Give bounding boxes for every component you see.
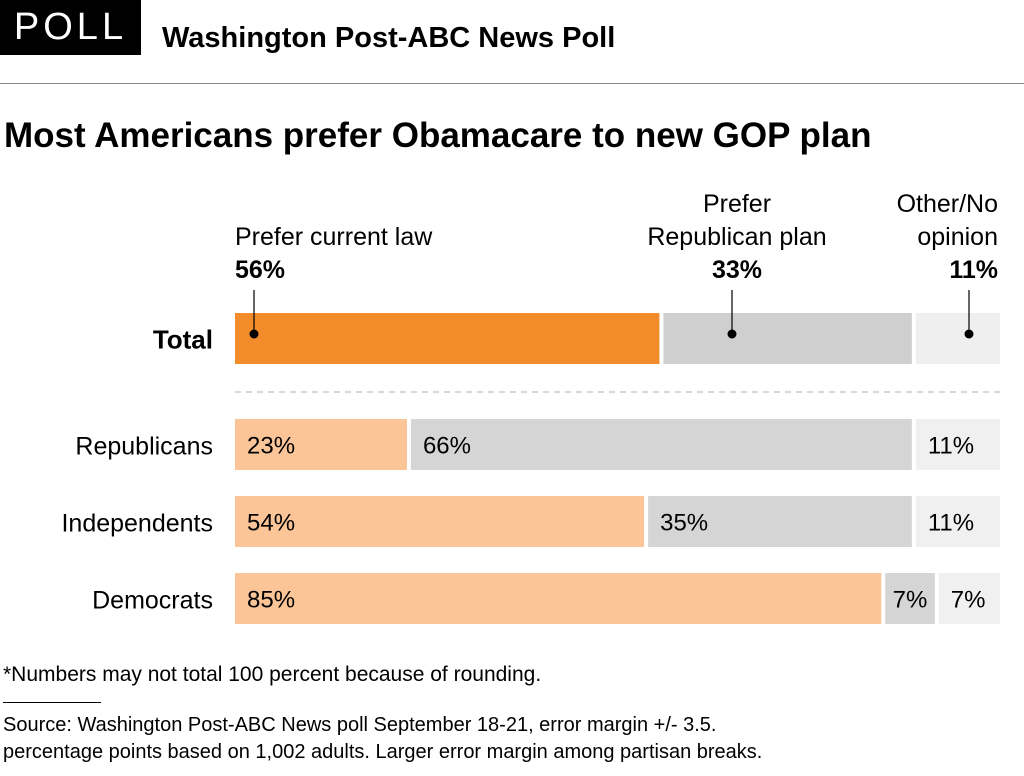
- bar-segment: [663, 313, 912, 364]
- data-label: 54%: [247, 510, 295, 537]
- category-label: Total: [153, 325, 213, 355]
- bar-segment: [235, 419, 407, 470]
- bar-segment: [410, 419, 912, 470]
- leader-dot: [964, 329, 974, 339]
- bar-segment: [938, 573, 1000, 624]
- legend-value: 56%: [235, 256, 285, 284]
- data-label: 7%: [893, 587, 928, 614]
- legend-label: Other/No: [897, 190, 998, 218]
- source-line: Source: Washington Post-ABC News poll Se…: [3, 714, 717, 736]
- data-label: 11%: [928, 510, 974, 537]
- bar-segment: [235, 496, 645, 547]
- poll-badge: POLL: [0, 0, 141, 55]
- legend-value: 33%: [712, 256, 762, 284]
- header-divider: [0, 83, 1024, 84]
- bar-segment: [235, 573, 882, 624]
- footnote-divider: [3, 702, 101, 703]
- data-label: 7%: [951, 587, 986, 614]
- legend-label: Prefer: [703, 190, 771, 218]
- category-label: Republicans: [75, 433, 213, 461]
- legend-label: opinion: [917, 223, 998, 251]
- bar-segment: [915, 313, 1000, 364]
- legend-label: Prefer current law: [235, 223, 433, 251]
- leader-dot: [249, 329, 259, 339]
- bar-segment: [915, 496, 1000, 547]
- legend-value: 11%: [949, 256, 998, 284]
- footnote: *Numbers may not total 100 percent becau…: [3, 663, 542, 686]
- bar-segment: [235, 313, 660, 364]
- bar-segment: [915, 419, 1000, 470]
- legend-label: Republican plan: [647, 223, 826, 251]
- category-label: Democrats: [92, 587, 213, 615]
- leader-dot: [727, 329, 737, 339]
- data-label: 23%: [247, 433, 295, 460]
- category-label: Independents: [61, 510, 213, 538]
- source-line: percentage points based on 1,002 adults.…: [3, 741, 763, 763]
- chart-title: Most Americans prefer Obamacare to new G…: [4, 116, 872, 155]
- data-label: 85%: [247, 587, 295, 614]
- data-label: 11%: [928, 433, 974, 460]
- bar-segment: [885, 573, 935, 624]
- bar-segment: [648, 496, 912, 547]
- poll-name: Washington Post-ABC News Poll: [162, 22, 616, 54]
- source-note: Source: Washington Post-ABC News poll Se…: [3, 712, 1018, 766]
- data-label: 35%: [660, 510, 708, 537]
- data-label: 66%: [423, 433, 471, 460]
